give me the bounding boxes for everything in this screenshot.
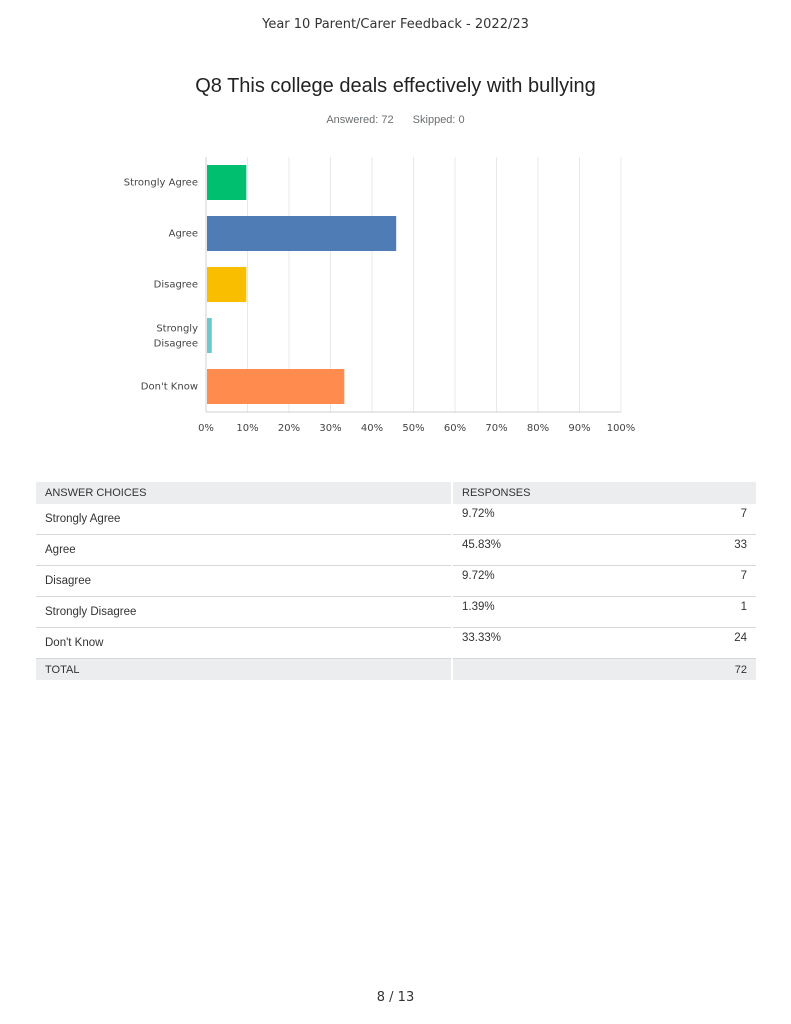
response-percent: 45.83%: [452, 534, 651, 566]
x-tick-label: 0%: [198, 423, 214, 434]
total-row: TOTAL 72: [36, 658, 756, 680]
total-percent-empty: [452, 658, 651, 680]
x-tick-label: 80%: [527, 423, 549, 434]
response-percent: 1.39%: [452, 596, 651, 628]
total-label: TOTAL: [36, 658, 453, 680]
table-row: Disagree 9.72% 7: [36, 565, 756, 597]
total-count: 72: [650, 658, 756, 680]
y-category-label: Strongly Agree: [124, 178, 198, 189]
document-title: Year 10 Parent/Carer Feedback - 2022/23: [262, 17, 529, 32]
response-count: 7: [650, 565, 756, 597]
y-category-label: Don't Know: [141, 382, 198, 393]
bar: [207, 267, 247, 302]
response-stats: Answered: 72 Skipped: 0: [0, 114, 791, 126]
table-row: Agree 45.83% 33: [36, 534, 756, 566]
answer-choice: Strongly Disagree: [36, 596, 453, 628]
question-title: Q8 This college deals effectively with b…: [195, 75, 596, 97]
response-count: 7: [650, 504, 756, 535]
x-tick-label: 10%: [236, 423, 258, 434]
bar: [207, 369, 345, 404]
skipped-count: Skipped: 0: [412, 114, 465, 126]
header-responses: RESPONSES: [452, 482, 756, 504]
bar-chart: 0% 10% 20% 30% 40% 50% 60% 70% 80% 90% 100% Strongl…: [124, 157, 636, 434]
table-row: Don't Know 33.33% 24: [36, 627, 756, 659]
answer-choice: Strongly Agree: [36, 504, 453, 535]
responses-table: ANSWER CHOICES RESPONSES Strongly Agree …: [36, 482, 756, 680]
x-tick-label: 30%: [319, 423, 341, 434]
header-answer-choices: ANSWER CHOICES: [36, 482, 453, 504]
response-percent: 9.72%: [452, 565, 651, 597]
y-category-label: Strongly Disagree: [154, 324, 198, 350]
bar: [207, 216, 397, 251]
bar: [207, 318, 212, 353]
answer-choice: Don't Know: [36, 627, 453, 659]
answer-choice: Agree: [36, 534, 453, 566]
x-tick-label: 20%: [278, 423, 300, 434]
x-tick-label: 100%: [607, 423, 636, 434]
x-tick-label: 70%: [485, 423, 507, 434]
response-count: 24: [650, 627, 756, 659]
response-count: 1: [650, 596, 756, 628]
x-tick-label: 60%: [444, 423, 466, 434]
y-category-label: Agree: [169, 229, 198, 240]
y-category-label: Disagree: [154, 280, 198, 291]
response-percent: 33.33%: [452, 627, 651, 659]
page-number: 8 / 13: [376, 990, 415, 1005]
x-tick-label: 90%: [568, 423, 590, 434]
x-tick-label: 40%: [361, 423, 383, 434]
table-row: Strongly Disagree 1.39% 1: [36, 596, 756, 628]
response-count: 33: [650, 534, 756, 566]
bar: [207, 165, 247, 200]
answered-count: Answered: 72: [326, 114, 394, 126]
x-tick-label: 50%: [402, 423, 424, 434]
table-header-row: ANSWER CHOICES RESPONSES: [36, 482, 756, 504]
table-row: Strongly Agree 9.72% 7: [36, 504, 756, 535]
answer-choice: Disagree: [36, 565, 453, 597]
response-percent: 9.72%: [452, 504, 651, 535]
